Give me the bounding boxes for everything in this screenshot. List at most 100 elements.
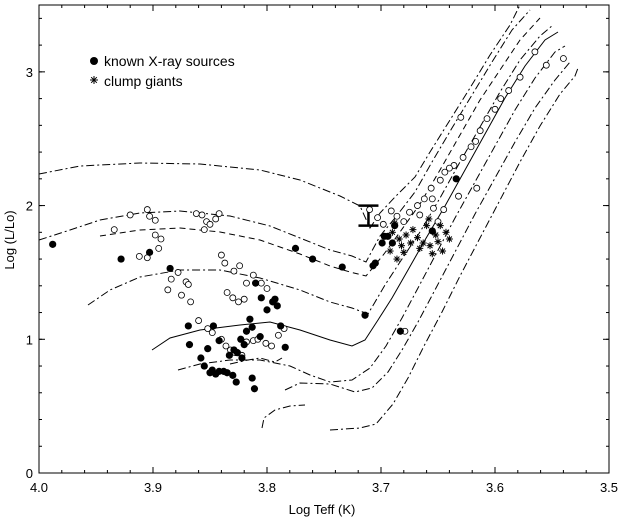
clump-point xyxy=(442,228,450,236)
asterisk-stroke xyxy=(398,242,405,249)
xray-point xyxy=(117,255,125,263)
xray-point xyxy=(256,333,264,341)
y-tick-label: 0 xyxy=(26,466,33,481)
clump-point xyxy=(407,239,415,247)
xray-point xyxy=(240,341,248,349)
open-point xyxy=(459,154,467,161)
open-point xyxy=(212,215,220,223)
evolutionary-tracks xyxy=(38,4,579,431)
xray-point xyxy=(388,239,396,247)
xray-point xyxy=(246,315,254,323)
open-point xyxy=(374,214,381,222)
open-point xyxy=(198,211,206,219)
open-point xyxy=(206,220,214,228)
open-point xyxy=(229,294,237,302)
asterisk-stroke xyxy=(446,236,453,242)
asterisk-stroke xyxy=(443,229,449,236)
open-point xyxy=(416,211,424,219)
asterisk-stroke xyxy=(389,229,396,236)
asterisk-stroke xyxy=(435,238,441,245)
open-point xyxy=(560,55,567,62)
open-point xyxy=(497,95,505,102)
xray-point xyxy=(378,239,386,247)
open-point xyxy=(187,298,195,306)
track-line-3 xyxy=(99,17,541,277)
open-point xyxy=(476,127,484,135)
open-point xyxy=(184,281,192,288)
open-point xyxy=(268,342,275,350)
y-tick-label: 3 xyxy=(26,65,33,80)
clump-point xyxy=(393,255,401,263)
legend-xray-marker xyxy=(90,57,98,65)
xray-point xyxy=(225,351,233,359)
xray-point xyxy=(242,327,251,335)
track-line-4 xyxy=(87,24,554,315)
track-line-2 xyxy=(38,9,531,263)
open-point xyxy=(440,206,448,213)
open-point xyxy=(436,176,444,184)
x-tick-label: 4.0 xyxy=(30,480,48,495)
xray-point xyxy=(273,302,281,310)
open-point xyxy=(491,105,499,113)
asterisk-stroke xyxy=(387,248,393,254)
open-point xyxy=(235,298,242,306)
xray-point xyxy=(237,335,245,343)
clump-point xyxy=(413,234,421,242)
legend-clump-marker xyxy=(90,76,98,84)
open-point xyxy=(505,87,513,94)
xray-point xyxy=(145,248,154,256)
open-point xyxy=(151,231,159,239)
open-point xyxy=(430,204,437,212)
track-line-5 xyxy=(151,31,559,351)
asterisk-stroke xyxy=(400,249,407,256)
xray-point xyxy=(166,264,174,273)
asterisk-stroke xyxy=(429,250,436,257)
xray-point xyxy=(338,263,346,271)
xray-point xyxy=(452,175,460,183)
open-point xyxy=(472,137,480,145)
open-point xyxy=(455,192,462,200)
track-line-10 xyxy=(329,67,579,431)
x-axis-title: Log Teff (K) xyxy=(289,502,356,517)
clump-point xyxy=(426,242,434,250)
open-point xyxy=(230,267,238,275)
xray-point xyxy=(233,349,241,357)
asterisk-stroke xyxy=(426,216,432,222)
open-point xyxy=(223,289,231,296)
open-point xyxy=(467,143,475,151)
open-point xyxy=(393,212,401,220)
open-point xyxy=(135,252,143,260)
open-point xyxy=(531,48,539,56)
xray-point xyxy=(384,232,392,240)
xray-point xyxy=(238,354,246,362)
open-point xyxy=(274,331,282,339)
xray-point xyxy=(263,306,271,314)
axes: 4.0 3.9 3.8 3.7 3.6 3.5 0 1 2 3 xyxy=(26,4,618,495)
clump-point xyxy=(445,235,453,243)
xray-point xyxy=(209,322,218,330)
xray-point xyxy=(271,295,279,303)
xray-point xyxy=(185,341,194,349)
x-tick-label: 3.7 xyxy=(372,480,390,495)
track-line-8 xyxy=(284,61,571,393)
x-tick-label: 3.5 xyxy=(600,480,618,495)
asterisk-stroke xyxy=(394,256,400,262)
track-line-6 xyxy=(177,45,566,383)
open-point xyxy=(400,218,408,226)
asterisk-stroke xyxy=(396,236,403,242)
open-point xyxy=(542,61,550,69)
xray-point xyxy=(252,279,260,287)
legend: known X-ray sources clump giants xyxy=(90,53,235,89)
open-point xyxy=(178,291,185,299)
open-point xyxy=(208,329,216,337)
x-tick-label: 3.8 xyxy=(258,480,276,495)
xray-point xyxy=(200,362,208,370)
open-point xyxy=(240,295,248,303)
clump-point xyxy=(428,250,436,258)
open-point xyxy=(243,279,250,287)
xray-point xyxy=(396,327,404,335)
legend-xray-label: known X-ray sources xyxy=(104,53,235,69)
open-point xyxy=(167,275,175,283)
open-point xyxy=(473,184,481,192)
clump-point xyxy=(395,235,403,243)
